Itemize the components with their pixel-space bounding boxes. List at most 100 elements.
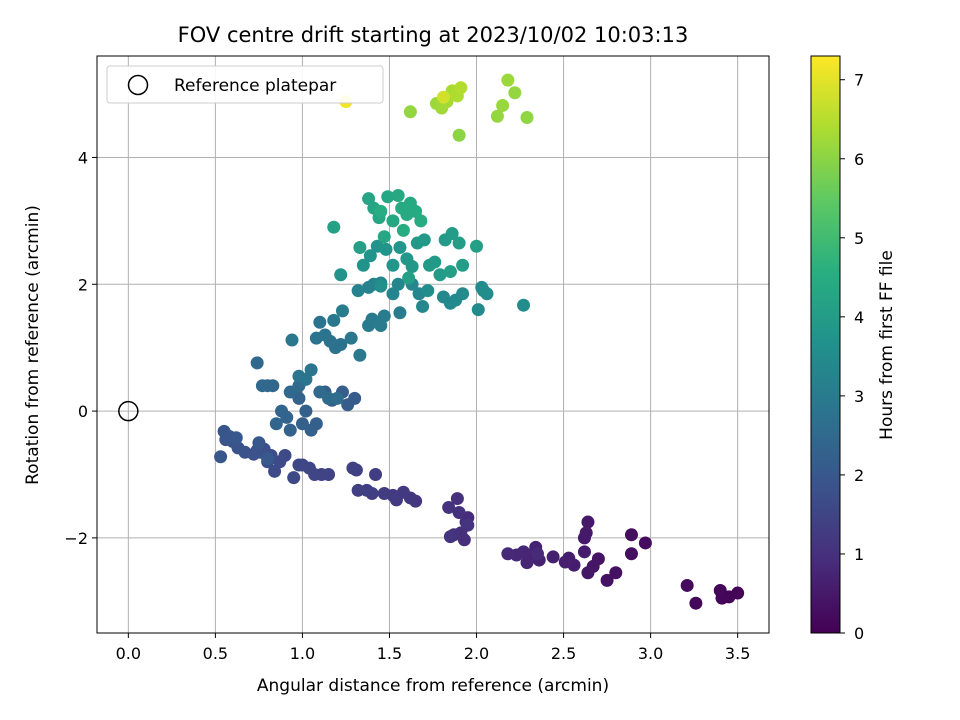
- colorbar-tick-label: 1: [854, 545, 864, 564]
- data-point: [327, 220, 341, 234]
- data-point: [275, 404, 289, 418]
- y-tick-label: 0: [78, 402, 88, 421]
- data-point: [334, 268, 348, 282]
- x-tick-label: 3.0: [638, 644, 663, 663]
- data-point: [461, 518, 475, 532]
- y-tick-label: −2: [64, 529, 88, 548]
- data-point: [421, 284, 435, 298]
- data-point: [351, 284, 365, 298]
- data-point: [377, 230, 391, 244]
- data-point: [501, 547, 515, 561]
- y-tick-label: 4: [78, 148, 88, 167]
- data-point: [600, 573, 614, 587]
- data-point: [445, 227, 459, 241]
- data-point: [490, 109, 504, 123]
- data-point: [377, 487, 391, 501]
- colorbar-tick-label: 7: [854, 71, 864, 90]
- data-point: [299, 404, 313, 418]
- data-point: [396, 223, 410, 237]
- data-point: [393, 240, 407, 254]
- data-point: [402, 271, 416, 285]
- data-point: [638, 536, 652, 550]
- data-point: [471, 303, 485, 317]
- data-point: [428, 255, 442, 269]
- colorbar-label: Hours from first FF file: [877, 250, 897, 440]
- reference-platepar-marker: [118, 400, 139, 422]
- data-point: [268, 464, 282, 478]
- data-point: [414, 214, 428, 228]
- data-point: [374, 204, 388, 218]
- legend-reference-marker: [127, 74, 149, 96]
- plot-area-frame: [96, 55, 770, 634]
- data-point: [520, 556, 534, 570]
- data-point: [287, 471, 301, 485]
- data-point: [327, 313, 341, 327]
- data-point: [443, 265, 457, 279]
- colorbar-tick-label: 0: [854, 624, 864, 643]
- x-tick-label: 0.5: [203, 644, 228, 663]
- data-point: [353, 348, 367, 362]
- data-point: [405, 260, 419, 274]
- data-point: [386, 214, 400, 228]
- data-point: [386, 258, 400, 272]
- data-point: [452, 128, 466, 142]
- data-point: [496, 98, 510, 112]
- data-point: [609, 566, 623, 580]
- data-point: [530, 547, 544, 561]
- data-point: [443, 530, 457, 544]
- data-point: [330, 391, 344, 405]
- data-point: [217, 424, 231, 438]
- data-point: [452, 236, 466, 250]
- data-point: [417, 233, 431, 247]
- colorbar-tick-label: 5: [854, 229, 864, 248]
- data-point: [713, 584, 727, 598]
- grid-lines: [97, 56, 769, 633]
- data-point: [456, 287, 470, 301]
- data-point: [577, 531, 591, 545]
- x-tick-label: 2.5: [551, 644, 576, 663]
- data-point: [363, 249, 377, 263]
- data-point: [344, 331, 358, 345]
- data-point: [292, 458, 306, 472]
- data-point: [520, 111, 534, 125]
- data-point: [391, 277, 405, 291]
- data-point: [689, 596, 703, 610]
- data-point: [409, 204, 423, 218]
- x-tick-label: 0.0: [116, 644, 141, 663]
- data-point: [393, 306, 407, 320]
- data-point: [283, 423, 297, 437]
- data-point: [581, 515, 595, 529]
- data-point: [680, 578, 694, 592]
- data-point: [309, 331, 323, 345]
- data-point: [381, 190, 395, 204]
- data-point: [214, 450, 228, 464]
- data-point: [403, 105, 417, 119]
- x-axis-label: Angular distance from reference (arcmin): [257, 676, 609, 696]
- data-point: [377, 309, 391, 323]
- colorbar-ticks: 0 1 2 3 4 5 6 7: [840, 71, 864, 643]
- y-axis-ticks: −2 0 2 4: [64, 148, 97, 548]
- x-tick-label: 3.5: [725, 644, 750, 663]
- data-point: [546, 550, 560, 564]
- data-point: [624, 528, 638, 542]
- data-point: [624, 547, 638, 561]
- data-point: [577, 545, 591, 559]
- data-point: [379, 242, 393, 256]
- colorbar-gradient: [810, 55, 841, 634]
- data-point: [517, 298, 531, 312]
- data-point: [292, 369, 306, 383]
- data-point: [229, 431, 243, 445]
- data-point: [362, 192, 376, 206]
- data-point: [346, 461, 360, 475]
- data-point: [442, 500, 456, 514]
- legend-box: [106, 65, 384, 104]
- data-point: [470, 239, 484, 253]
- data-point: [351, 483, 365, 497]
- data-point: [356, 258, 370, 272]
- data-point: [476, 284, 490, 298]
- data-point: [454, 81, 468, 95]
- y-axis-label: Rotation from reference (arcmin): [23, 205, 43, 485]
- data-point: [456, 258, 470, 272]
- reference-marker: [118, 400, 139, 422]
- x-tick-label: 1.0: [290, 644, 315, 663]
